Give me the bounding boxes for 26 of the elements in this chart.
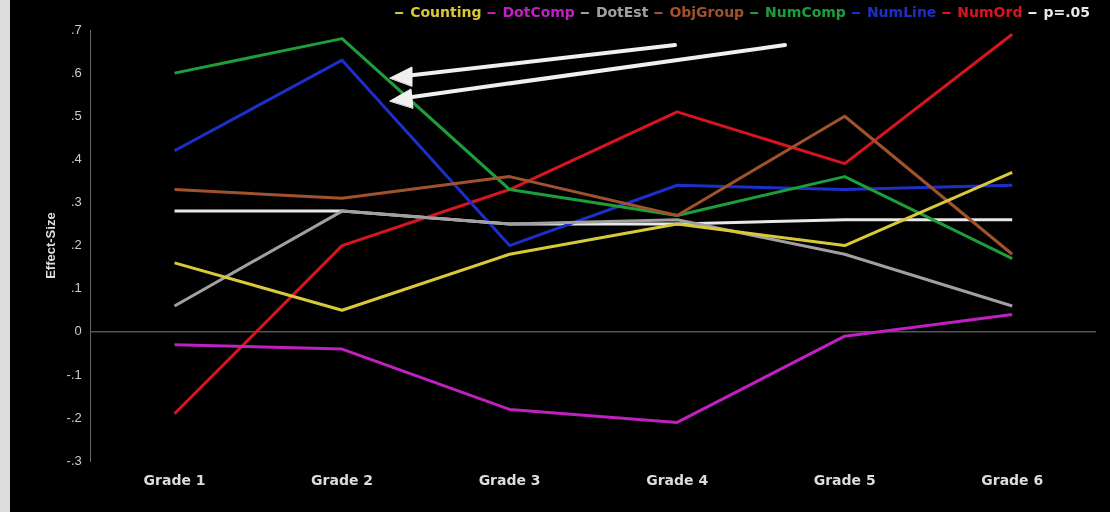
x-tick-label: Grade 5: [813, 472, 876, 489]
y-tick-label: .7: [70, 21, 82, 37]
y-tick-label: .4: [70, 150, 82, 166]
legend-label: NumOrd: [957, 3, 1023, 20]
legend-label: NumComp: [765, 3, 846, 20]
y-tick-label: .6: [70, 64, 82, 80]
y-tick-label: .2: [70, 237, 82, 253]
y-tick-label: -.1: [66, 366, 82, 382]
legend-label: p=.05: [1043, 3, 1091, 20]
x-tick-label: Grade 3: [478, 472, 541, 489]
legend-label: ObjGroup: [669, 3, 745, 20]
y-tick-label: .3: [70, 194, 82, 210]
y-tick-label: .1: [70, 280, 82, 296]
legend-label: DotEst: [595, 3, 649, 20]
legend-label: DotComp: [502, 3, 575, 20]
legend-label: Counting: [410, 3, 482, 20]
x-tick-label: Grade 2: [311, 472, 374, 489]
y-tick-label: -.3: [66, 452, 82, 468]
legend-label: NumLine: [866, 3, 937, 20]
x-tick-label: Grade 6: [981, 472, 1044, 489]
x-tick-label: Grade 4: [646, 472, 709, 489]
x-tick-label: Grade 1: [143, 472, 206, 489]
y-tick-label: .5: [70, 107, 82, 123]
y-tick-label: -.2: [66, 409, 82, 425]
y-tick-label: 0: [74, 323, 82, 339]
y-axis-title: Effect-Size: [43, 212, 59, 279]
